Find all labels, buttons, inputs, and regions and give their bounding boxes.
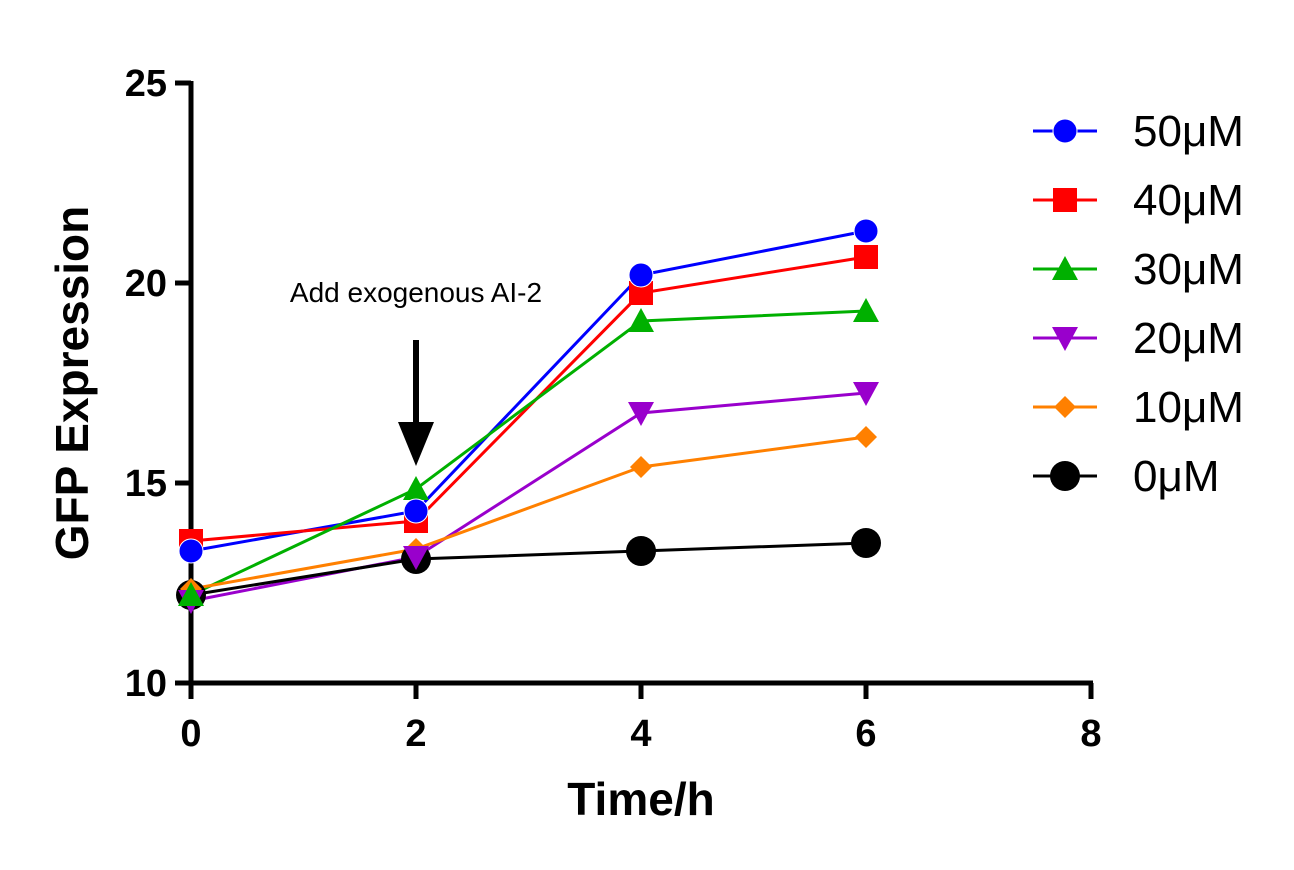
legend-marker — [1052, 118, 1078, 144]
x-tick-label: 0 — [180, 713, 201, 755]
arrow-down-icon — [398, 422, 434, 466]
x-tick-label: 8 — [1080, 713, 1101, 755]
series-line-20μM — [190, 391, 867, 603]
x-axis-title: Time/h — [567, 773, 714, 825]
series-lines — [190, 229, 867, 603]
legend-label: 50μM — [1133, 107, 1244, 156]
x-tick-label: 2 — [405, 713, 426, 755]
data-point-40μM — [854, 245, 878, 269]
data-point-50μM — [178, 538, 204, 564]
data-point-20μM — [403, 546, 429, 570]
legend-label: 0μM — [1133, 452, 1219, 501]
series-line-40μM — [190, 255, 867, 543]
data-point-0μM — [851, 528, 881, 558]
data-point-30μM — [853, 298, 879, 322]
legend-item: 40μM — [1033, 176, 1244, 225]
x-tick-label: 6 — [855, 713, 876, 755]
y-tick-label: 25 — [125, 63, 167, 105]
series-line-0μM — [190, 541, 867, 597]
series-layer — [176, 218, 881, 614]
legend-marker — [1054, 396, 1076, 418]
series-line-30μM — [190, 309, 867, 597]
y-tick-label: 15 — [125, 463, 167, 505]
data-point-50μM — [628, 262, 654, 288]
y-ticks: 10 15 20 25 — [125, 63, 191, 705]
legend-label: 30μM — [1133, 245, 1244, 294]
axes: 10 15 20 25 0 2 4 6 8 — [125, 63, 1102, 755]
series-line-10μM — [190, 435, 867, 591]
legend-marker — [1050, 461, 1080, 491]
legend-label: 10μM — [1133, 383, 1244, 432]
legend-item: 20μM — [1033, 314, 1244, 363]
annotation: Add exogenous AI-2 — [290, 277, 542, 466]
legend-label: 20μM — [1133, 314, 1244, 363]
data-point-30μM — [403, 476, 429, 500]
legend-label: 40μM — [1133, 176, 1244, 225]
series-markers — [176, 218, 881, 614]
data-point-20μM — [628, 402, 654, 426]
legend-item: 30μM — [1033, 245, 1244, 294]
data-point-0μM — [626, 536, 656, 566]
data-point-30μM — [628, 308, 654, 332]
y-axis-title: GFP Expression — [46, 206, 98, 561]
annotation-text: Add exogenous AI-2 — [290, 277, 542, 308]
data-point-20μM — [853, 382, 879, 406]
legend-item: 0μM — [1033, 452, 1219, 501]
legend-item: 10μM — [1033, 383, 1244, 432]
legend-item: 50μM — [1033, 107, 1244, 156]
data-point-10μM — [855, 426, 877, 448]
legend-marker — [1052, 256, 1078, 280]
legend-marker — [1052, 327, 1078, 351]
y-tick-label: 10 — [125, 663, 167, 705]
data-point-50μM — [403, 498, 429, 524]
x-tick-label: 4 — [630, 713, 651, 755]
data-point-50μM — [853, 218, 879, 244]
data-point-10μM — [630, 456, 652, 478]
legend-marker — [1053, 188, 1077, 212]
x-ticks: 0 2 4 6 8 — [180, 683, 1102, 755]
data-point-30μM — [178, 582, 204, 606]
y-tick-label: 20 — [125, 263, 167, 305]
legend: 50μM 40μM 30μM 20μM 10μM 0μM — [1033, 107, 1244, 501]
